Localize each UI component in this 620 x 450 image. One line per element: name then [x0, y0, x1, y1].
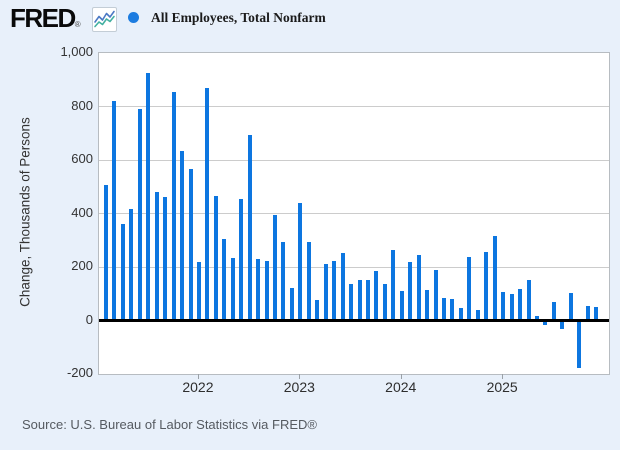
bar-2024-11[interactable] [484, 252, 489, 321]
bar-2023-07[interactable] [349, 283, 354, 321]
x-tick-mark [400, 374, 402, 379]
bar-2021-06[interactable] [137, 109, 142, 321]
gridline [99, 159, 609, 161]
bar-2025-10[interactable] [577, 320, 582, 369]
bar-2023-05[interactable] [332, 261, 337, 321]
bar-2022-06[interactable] [239, 198, 244, 321]
bar-2025-05[interactable] [534, 316, 539, 321]
bar-2022-02[interactable] [205, 88, 210, 321]
bar-2023-04[interactable] [323, 264, 328, 321]
bar-2021-11[interactable] [180, 151, 185, 321]
bar-2021-08[interactable] [154, 191, 159, 321]
bar-2024-06[interactable] [442, 298, 446, 321]
bar-2025-12[interactable] [594, 307, 599, 321]
bar-2021-05[interactable] [129, 208, 134, 321]
bar-2021-09[interactable] [163, 197, 168, 321]
x-tick-mark [197, 374, 199, 379]
bar-2025-04[interactable] [526, 279, 531, 321]
bar-2025-02[interactable] [509, 294, 514, 321]
source-attribution: Source: U.S. Bureau of Labor Statistics … [22, 417, 317, 432]
bar-2022-11[interactable] [281, 241, 286, 321]
bar-2022-03[interactable] [213, 195, 218, 321]
gridline [99, 106, 609, 107]
bar-2023-03[interactable] [315, 300, 320, 321]
bar-2023-01[interactable] [298, 202, 303, 321]
y-tick-label: 600 [71, 151, 93, 166]
bar-2023-08[interactable] [357, 280, 362, 321]
bar-2022-01[interactable] [196, 261, 201, 321]
bar-2022-07[interactable] [247, 134, 252, 321]
legend-series-label: All Employees, Total Nonfarm [151, 10, 326, 25]
bar-2024-10[interactable] [475, 309, 480, 321]
bar-2021-10[interactable] [171, 91, 176, 321]
bar-2023-10[interactable] [374, 271, 379, 321]
bar-2022-12[interactable] [289, 288, 294, 321]
gridline [99, 266, 609, 268]
bar-2024-02[interactable] [408, 261, 413, 321]
bar-2024-07[interactable] [450, 298, 455, 321]
bar-2022-04[interactable] [222, 239, 227, 321]
bar-2025-03[interactable] [518, 289, 523, 321]
bar-2021-04[interactable] [120, 224, 125, 321]
bar-2021-03[interactable] [112, 101, 117, 321]
bar-2021-07[interactable] [146, 73, 151, 321]
bar-2025-01[interactable] [501, 292, 506, 321]
bar-2024-08[interactable] [458, 307, 463, 321]
legend-marker-icon [128, 12, 139, 23]
bar-2024-05[interactable] [433, 270, 438, 321]
bar-2025-08[interactable] [560, 320, 565, 330]
y-tick-label: 1,000 [60, 44, 93, 59]
bar-2024-03[interactable] [416, 255, 421, 321]
line-chart-icon [92, 7, 117, 32]
bar-2023-02[interactable] [306, 241, 311, 321]
x-tick-mark [502, 374, 504, 379]
bar-2024-12[interactable] [492, 236, 497, 321]
y-tick-label: 0 [85, 311, 93, 327]
bar-2025-11[interactable] [585, 305, 590, 321]
bar-2022-08[interactable] [256, 258, 261, 321]
fred-logo[interactable]: FRED® [10, 4, 81, 32]
x-tick-label: 2024 [385, 379, 417, 395]
bar-2024-01[interactable] [399, 290, 404, 321]
gridline [99, 213, 609, 214]
bar-2022-10[interactable] [273, 215, 277, 321]
x-tick-label: 2025 [486, 379, 518, 395]
bar-2023-06[interactable] [340, 253, 345, 321]
y-axis-title: Change, Thousands of Persons [17, 117, 33, 307]
fred-logo-text: FRED [10, 3, 76, 33]
bar-2022-09[interactable] [264, 261, 269, 321]
y-tick-label: 800 [71, 97, 93, 113]
bar-2021-12[interactable] [188, 168, 193, 321]
bar-2024-09[interactable] [467, 257, 472, 321]
y-tick-label: -200 [66, 365, 93, 380]
plot-area[interactable] [98, 52, 610, 375]
y-tick-label: 200 [71, 258, 93, 273]
bar-2023-12[interactable] [391, 249, 396, 321]
x-tick-label: 2022 [182, 379, 214, 395]
bar-2023-11[interactable] [382, 284, 387, 321]
bar-2025-09[interactable] [568, 293, 573, 321]
registered-trademark: ® [74, 20, 81, 29]
bar-2021-02[interactable] [104, 185, 108, 321]
bar-2025-07[interactable] [551, 302, 556, 321]
bar-2022-05[interactable] [230, 257, 235, 321]
bar-2024-04[interactable] [425, 290, 430, 321]
bar-2025-06[interactable] [543, 320, 548, 326]
bar-2023-09[interactable] [365, 279, 370, 321]
x-tick-mark [299, 374, 301, 379]
y-tick-label: 400 [71, 204, 93, 220]
x-tick-label: 2023 [283, 379, 315, 395]
zero-axis-line [99, 319, 609, 322]
